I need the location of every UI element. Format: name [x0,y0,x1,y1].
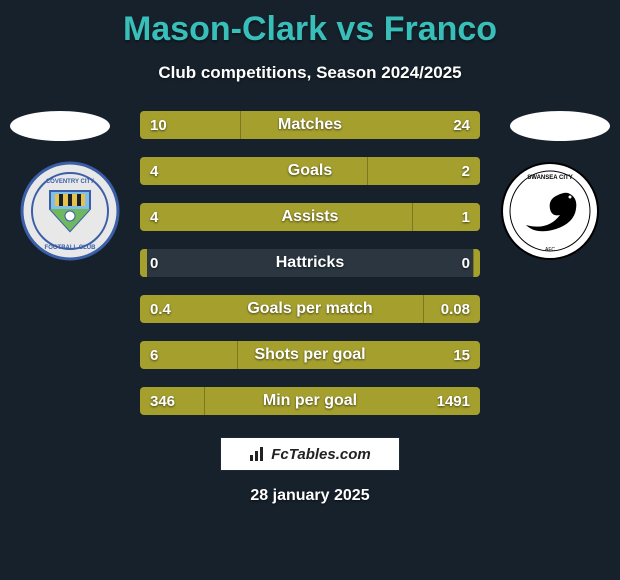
svg-text:SWANSEA CITY: SWANSEA CITY [527,175,572,181]
stat-fill-left [140,249,147,277]
footer-brand: FcTables.com [220,437,400,471]
stat-fill-left [140,341,237,369]
stat-fill-left [140,387,204,415]
stat-row: Goals per match0.40.08 [140,295,480,323]
stat-fill-right [473,249,480,277]
stat-fill-right [367,157,480,185]
page-title: Mason-Clark vs Franco [0,0,620,49]
stat-fill-right [204,387,480,415]
stat-fill-right [412,203,480,231]
club-logo-right: SWANSEA CITY AFC [500,161,600,261]
stat-fill-left [140,295,423,323]
stat-fill-left [140,111,240,139]
bars-icon [249,445,267,463]
stat-row: Hattricks00 [140,249,480,277]
stat-row: Shots per goal615 [140,341,480,369]
club-logo-left: COVENTRY CITY FOOTBALL CLUB [20,161,120,261]
stat-fill-right [423,295,480,323]
footer-date: 28 january 2025 [0,487,620,505]
stat-fill-left [140,203,412,231]
stat-fill-right [237,341,480,369]
player-avatar-left [10,111,110,141]
swansea-badge-icon: SWANSEA CITY AFC [500,161,600,261]
stat-fill-right [240,111,480,139]
stat-row: Matches1024 [140,111,480,139]
stat-row: Assists41 [140,203,480,231]
coventry-badge-icon: COVENTRY CITY FOOTBALL CLUB [20,161,120,261]
stats-bars: Matches1024 Goals42 Assists41 Hattricks00 Go… [140,111,480,415]
stat-row: Min per goal3461491 [140,387,480,415]
stat-label: Hattricks [140,249,480,277]
svg-text:FOOTBALL CLUB: FOOTBALL CLUB [45,245,97,251]
player-avatar-right [510,111,610,141]
stat-fill-left [140,157,367,185]
stat-row: Goals42 [140,157,480,185]
svg-text:AFC: AFC [545,247,555,253]
page-subtitle: Club competitions, Season 2024/2025 [0,63,620,83]
svg-text:COVENTRY CITY: COVENTRY CITY [46,179,94,185]
footer-brand-text: FcTables.com [271,446,370,463]
comparison-content: COVENTRY CITY FOOTBALL CLUB SWANSEA CITY… [0,111,620,415]
